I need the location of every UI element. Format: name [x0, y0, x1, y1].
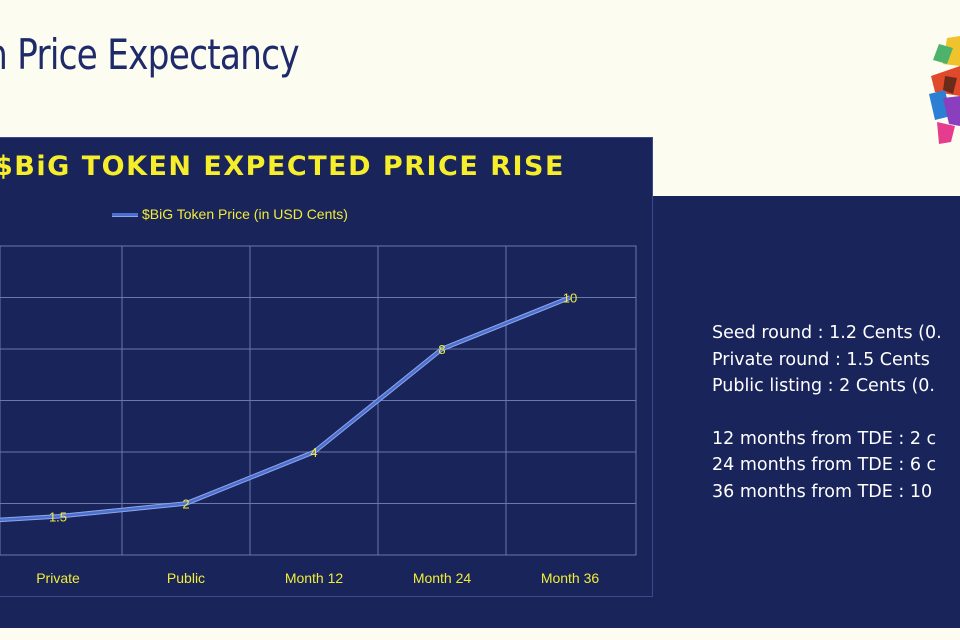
legend-swatch — [112, 212, 138, 216]
notes-spacer — [712, 400, 942, 426]
data-label: 1.5 — [49, 509, 67, 524]
data-label: 2 — [182, 497, 189, 512]
x-tick-label: Private — [36, 570, 80, 586]
series-line — [0, 296, 571, 522]
chart-legend: $BiG Token Price (in USD Cents) — [112, 204, 348, 224]
note-seed-round: Seed round : 1.2 Cents (0. — [712, 323, 942, 343]
note-12-months: 12 months from TDE : 2 c — [712, 428, 937, 449]
note-private-round: Private round : 1.5 Cents — [712, 349, 930, 370]
note-24-months: 24 months from TDE : 6 c — [712, 455, 937, 475]
page-title: n Price Expectancy — [0, 30, 300, 79]
x-tick-label: Month 36 — [541, 570, 600, 586]
chart-panel — [0, 137, 653, 597]
data-label: 8 — [438, 342, 445, 357]
data-label: 4 — [310, 445, 317, 460]
info-panel — [650, 196, 960, 628]
chart-title-clipped-glyph: $ — [0, 151, 15, 182]
data-label: 10 — [563, 291, 577, 306]
note-public-listing: Public listing : 2 Cents (0. — [712, 376, 935, 396]
x-tick-label: Public — [167, 570, 205, 586]
legend-label: $BiG Token Price (in USD Cents) — [142, 206, 348, 222]
chart-title: $BiG TOKEN EXPECTED PRICE RISE — [0, 151, 565, 182]
x-tick-label: Month 12 — [285, 570, 344, 586]
x-tick-label: Month 24 — [413, 570, 472, 586]
price-notes: Seed round : 1.2 Cents (0. Private round… — [712, 320, 942, 505]
chart-title-text: BiG TOKEN EXPECTED PRICE RISE — [14, 151, 565, 182]
lion-logo — [929, 36, 960, 144]
panel-strip — [0, 597, 650, 628]
note-36-months: 36 months from TDE : 10 — [712, 481, 933, 502]
